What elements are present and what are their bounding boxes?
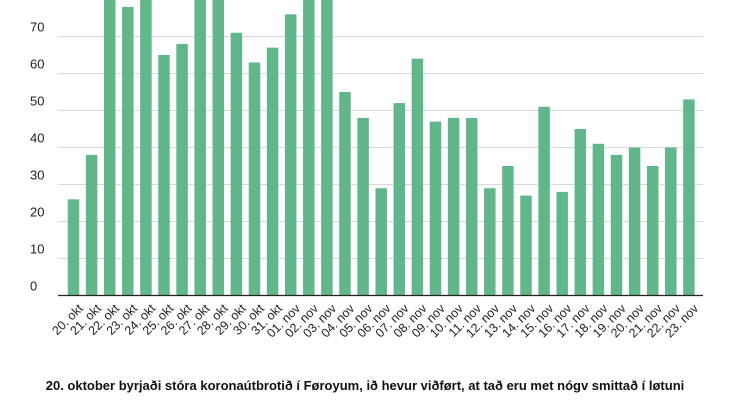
bars <box>67 0 695 296</box>
bar <box>103 0 116 296</box>
bar <box>140 0 152 296</box>
bar <box>411 58 424 296</box>
bar <box>375 188 387 296</box>
chart-caption: 20. oktober byrjaði stóra koronaútbrotið… <box>45 378 685 393</box>
bar <box>266 47 279 296</box>
bar <box>303 0 315 296</box>
bar <box>248 62 261 296</box>
bar <box>447 117 460 296</box>
bar <box>465 117 478 296</box>
y-tick-label: 60 <box>30 57 44 72</box>
y-tick-label: 30 <box>30 168 44 183</box>
bar <box>393 103 406 296</box>
bar <box>484 188 496 296</box>
bar <box>610 154 623 296</box>
bar <box>429 121 442 296</box>
bar <box>194 0 206 296</box>
y-axis: 0 10 20 30 40 50 60 70 <box>30 20 44 294</box>
bar <box>502 166 514 296</box>
bar <box>284 14 297 296</box>
y-tick-label: 70 <box>30 20 44 35</box>
bar <box>646 166 659 296</box>
y-tick-label: 10 <box>30 242 44 257</box>
bar <box>520 195 532 296</box>
bar <box>574 129 587 296</box>
bar <box>230 32 243 296</box>
bar <box>122 6 134 296</box>
y-tick-label: 40 <box>30 131 44 146</box>
bar <box>67 199 80 296</box>
bar <box>212 0 225 296</box>
bar <box>158 55 170 296</box>
bar <box>176 43 188 296</box>
bar <box>628 147 641 296</box>
bar <box>683 99 695 296</box>
y-tick-label: 50 <box>30 94 44 109</box>
y-tick-label: 20 <box>30 205 44 220</box>
y-tick-label: 0 <box>30 279 37 294</box>
bar <box>592 143 605 296</box>
bar <box>556 191 568 296</box>
bar <box>321 0 333 296</box>
bar <box>339 92 351 296</box>
bar <box>538 106 550 296</box>
bar <box>357 117 369 296</box>
bar <box>85 154 98 296</box>
bar <box>665 147 677 296</box>
